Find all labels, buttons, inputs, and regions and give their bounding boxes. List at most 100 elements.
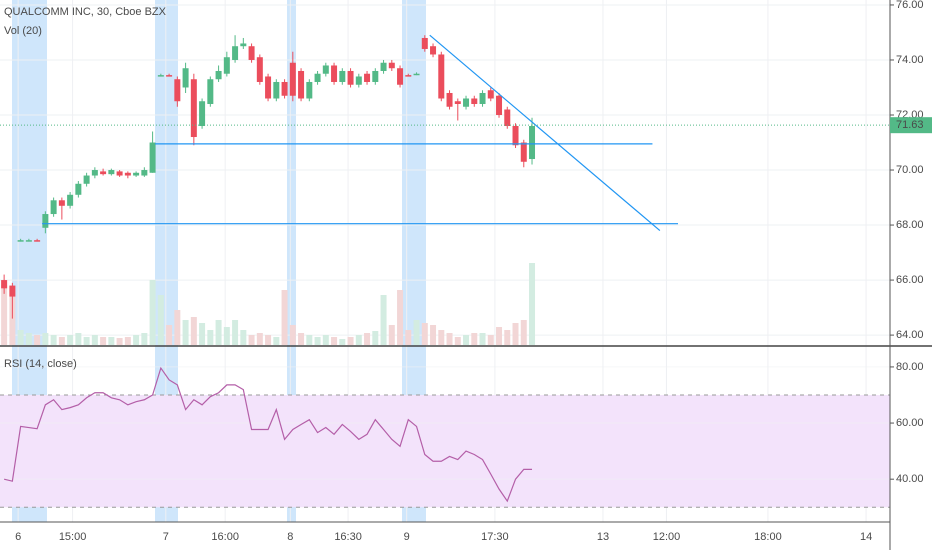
y-tick-label: 70.00 (896, 164, 924, 176)
volume-bar (496, 327, 503, 345)
candle-body (58, 200, 65, 206)
x-tick-label: 12:00 (653, 531, 681, 543)
volume-bar (149, 280, 156, 345)
candle-body (1, 280, 8, 289)
candle-body (240, 43, 247, 47)
volume-bar (314, 337, 321, 345)
candle-body (446, 92, 453, 107)
candle-body (100, 171, 107, 175)
candle-body (438, 54, 445, 99)
x-tick-label: 16:00 (211, 531, 239, 543)
candle-body (281, 81, 288, 96)
candle-body (67, 194, 74, 206)
candle-body (182, 68, 189, 88)
volume-bar (174, 310, 181, 345)
volume-bar (67, 335, 74, 345)
volume-bar (430, 325, 437, 345)
chart-title: QUALCOMM INC, 30, Cboe BZX (4, 6, 167, 18)
candle-body (108, 170, 115, 175)
volume-bar (34, 335, 41, 345)
candle-body (496, 95, 503, 115)
candle-body (298, 70, 305, 99)
candle-body (25, 240, 32, 242)
candle-body (388, 62, 395, 69)
volume-bar (83, 337, 90, 345)
volume-bar (487, 335, 494, 345)
volume-bar (207, 330, 214, 345)
y-tick-label: 64.00 (896, 329, 924, 341)
candle-body (265, 76, 272, 99)
volume-bar (413, 320, 420, 345)
candle-body (83, 175, 90, 184)
candle-body (174, 79, 181, 102)
candle-body (223, 57, 230, 74)
x-tick-label: 15:00 (59, 531, 87, 543)
volume-bar (100, 337, 107, 345)
candle-body (50, 200, 57, 215)
candle-body (91, 170, 98, 176)
volume-bar (190, 317, 197, 345)
candle-body (166, 75, 173, 77)
last-price-box (890, 117, 932, 134)
candle-body (397, 68, 404, 85)
volume-bar (58, 337, 65, 345)
candle-body (149, 142, 156, 173)
volume-bar (339, 339, 346, 345)
candle-body (339, 70, 346, 82)
volume-bar (372, 331, 379, 345)
volume-bar (265, 335, 272, 345)
x-tick-label: 7 (163, 531, 169, 543)
volume-bar (116, 338, 123, 345)
volume-bar (240, 330, 247, 345)
candle-body (479, 92, 486, 104)
volume-bar (446, 333, 453, 345)
x-tick-label: 18:00 (754, 531, 782, 543)
y-tick-label: 40.00 (896, 473, 924, 485)
candle-body (232, 46, 239, 60)
candle-body (124, 172, 131, 176)
candle-body (372, 70, 379, 82)
x-tick-label: 17:30 (481, 531, 509, 543)
candle-body (314, 73, 321, 82)
volume-bar (256, 333, 263, 345)
y-tick-label: 74.00 (896, 54, 924, 66)
y-tick-label: 60.00 (896, 417, 924, 429)
volume-bar (91, 335, 98, 345)
candle-body (355, 76, 362, 85)
volume-bar (248, 335, 255, 345)
volume-bar (504, 330, 511, 345)
rsi-band (0, 394, 890, 508)
volume-bar (75, 333, 82, 345)
candle-body (520, 142, 527, 162)
volume-bar (215, 320, 222, 345)
volume-bar (380, 295, 387, 345)
candle-body (454, 101, 461, 104)
candle-body (463, 98, 470, 107)
volume-bar (17, 330, 24, 345)
volume-bar (25, 333, 32, 345)
volume-bar (397, 290, 404, 345)
volume-bar (347, 337, 354, 345)
candle-body (34, 240, 41, 242)
x-tick-label: 9 (404, 531, 410, 543)
volume-bar (479, 333, 486, 345)
volume-bar (298, 333, 305, 345)
candle-body (9, 285, 16, 297)
session-shade (155, 0, 178, 522)
volume-bar (223, 327, 230, 345)
candle-body (215, 70, 222, 80)
candle-body (347, 70, 354, 85)
candle-body (248, 46, 255, 60)
volume-bar (199, 323, 206, 345)
candle-body (42, 214, 49, 228)
volume-bar (1, 285, 8, 345)
candle-body (199, 101, 206, 127)
x-tick-label: 16:30 (334, 531, 362, 543)
candle-body (17, 240, 24, 242)
volume-bar (355, 335, 362, 345)
candle-body (471, 98, 478, 104)
candle-body (322, 65, 329, 74)
x-tick-label: 13 (597, 531, 609, 543)
candle-body (331, 65, 338, 82)
